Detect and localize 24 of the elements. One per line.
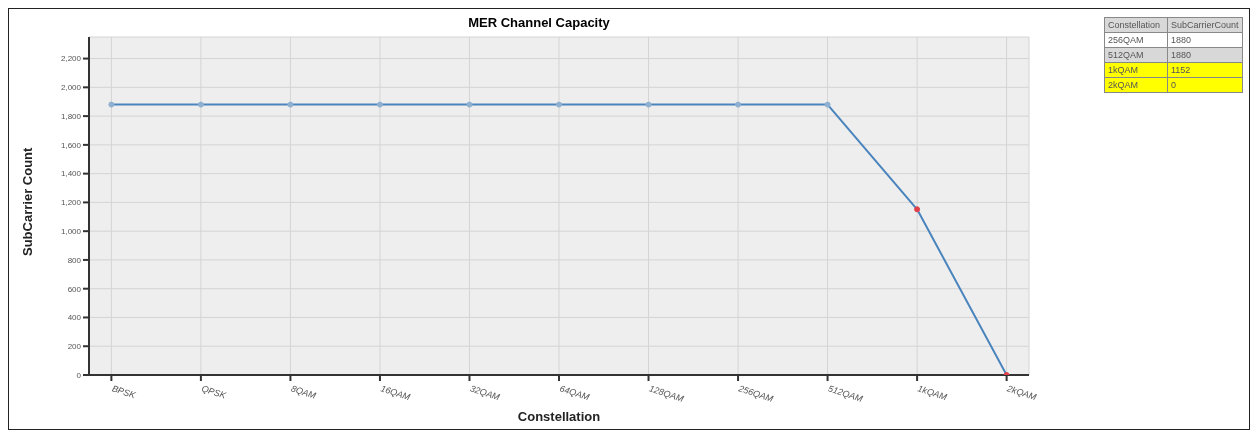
x-tick-label: 1kQAM [916, 383, 949, 403]
x-tick-label: 2kQAM [1005, 383, 1039, 403]
y-tick-label: 1,000 [60, 227, 82, 237]
x-tick-label: BPSK [110, 383, 138, 401]
x-tick-label: QPSK [200, 383, 229, 401]
y-tick-label: 1,600 [60, 140, 82, 150]
y-tick-label: 2,200 [60, 54, 82, 64]
x-tick-label: 8QAM [289, 383, 318, 401]
y-tick-label: 2,000 [60, 83, 82, 93]
y-tick-label: 1,800 [60, 111, 82, 121]
x-tick-label: 32QAM [468, 383, 502, 403]
x-axis-title: Constellation [517, 409, 601, 424]
x-tick-label: 64QAM [558, 383, 591, 403]
y-tick-label: 1,200 [60, 198, 82, 208]
y-tick-label: 1,400 [60, 169, 82, 179]
x-tick-label: 16QAM [379, 383, 412, 403]
y-tick-label: 0 [76, 370, 82, 380]
y-tick-label: 400 [67, 313, 82, 323]
y-axis-title: SubCarrier Count [19, 146, 35, 256]
y-tick-label: 600 [67, 284, 82, 294]
y-tick-label: 800 [67, 255, 82, 265]
y-tick-label: 200 [67, 342, 82, 352]
value-table: Constellation SubCarrierCount 256QAM 1880 512QAM 1880 1kQAM 1152 2kQAM 0 [1104, 17, 1243, 93]
chart-title: MER Channel Capacity [467, 15, 611, 30]
